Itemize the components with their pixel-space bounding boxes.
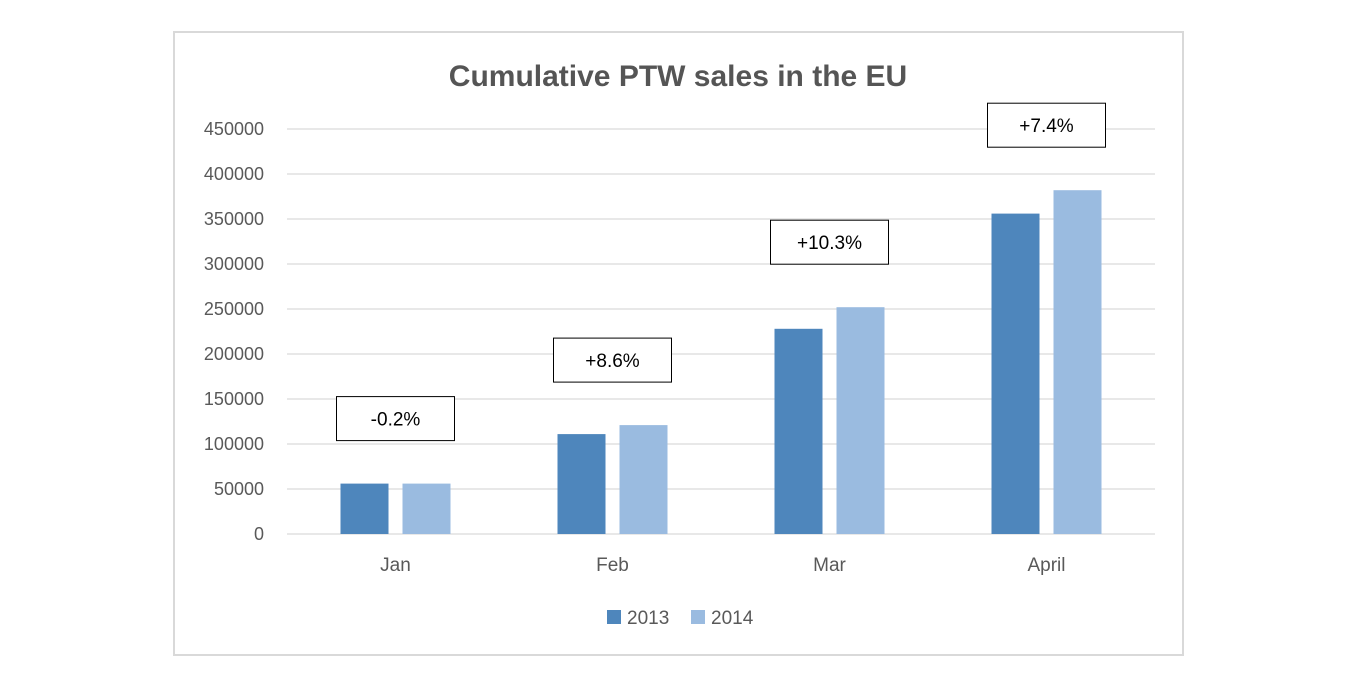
bar-2013-mar <box>774 328 823 534</box>
y-tick-label: 200000 <box>204 344 264 364</box>
y-tick-label: 300000 <box>204 254 264 274</box>
annotation-box <box>553 337 672 383</box>
y-tick-label: 150000 <box>204 389 264 409</box>
bar-2014-jan <box>402 483 451 534</box>
legend: 2013 2014 <box>607 608 754 629</box>
bar-2014-feb <box>619 425 668 534</box>
x-category-label: Feb <box>596 555 629 576</box>
bar-2013-jan <box>340 483 389 534</box>
x-category-label: Jan <box>380 555 411 576</box>
legend-item-2013: 2013 <box>607 608 669 629</box>
legend-label: 2014 <box>711 608 754 629</box>
bar-2014-april <box>1053 190 1102 534</box>
bars <box>340 190 1102 534</box>
x-axis-categories: Jan Feb Mar April <box>380 555 1065 576</box>
change-annotation: -0.2% <box>336 396 455 442</box>
bar-2013-feb <box>557 434 606 534</box>
y-tick-label: 450000 <box>204 119 264 139</box>
annotation-box <box>770 219 889 265</box>
y-tick-label: 350000 <box>204 209 264 229</box>
chart-title: Cumulative PTW sales in the EU <box>449 60 907 93</box>
legend-label: 2013 <box>627 608 669 629</box>
annotation-box <box>987 102 1106 148</box>
change-annotation: +7.4% <box>987 102 1106 148</box>
legend-item-2014: 2014 <box>691 608 754 629</box>
annotation-label: +10.3% <box>797 233 862 254</box>
x-category-label: Mar <box>813 555 846 576</box>
x-category-label: April <box>1027 555 1065 576</box>
y-axis-ticks: 0 50000 100000 150000 200000 250000 300000 3500… <box>204 119 264 544</box>
annotation-label: -0.2% <box>371 410 421 431</box>
annotation-label: +8.6% <box>585 351 640 372</box>
bar-2014-mar <box>836 307 885 534</box>
annotation-label: +7.4% <box>1019 116 1074 137</box>
change-annotation: +10.3% <box>770 219 889 265</box>
annotations: -0.2% +8.6% +10.3% +7.4% <box>336 102 1106 442</box>
change-annotation: +8.6% <box>553 337 672 383</box>
legend-swatch <box>691 610 705 624</box>
y-tick-label: 100000 <box>204 434 264 454</box>
bar-2013-april <box>991 213 1040 534</box>
annotation-box <box>336 396 455 442</box>
y-tick-label: 250000 <box>204 299 264 319</box>
legend-swatch <box>607 610 621 624</box>
y-tick-label: 0 <box>254 524 264 544</box>
y-tick-label: 400000 <box>204 164 264 184</box>
y-tick-label: 50000 <box>214 479 264 499</box>
